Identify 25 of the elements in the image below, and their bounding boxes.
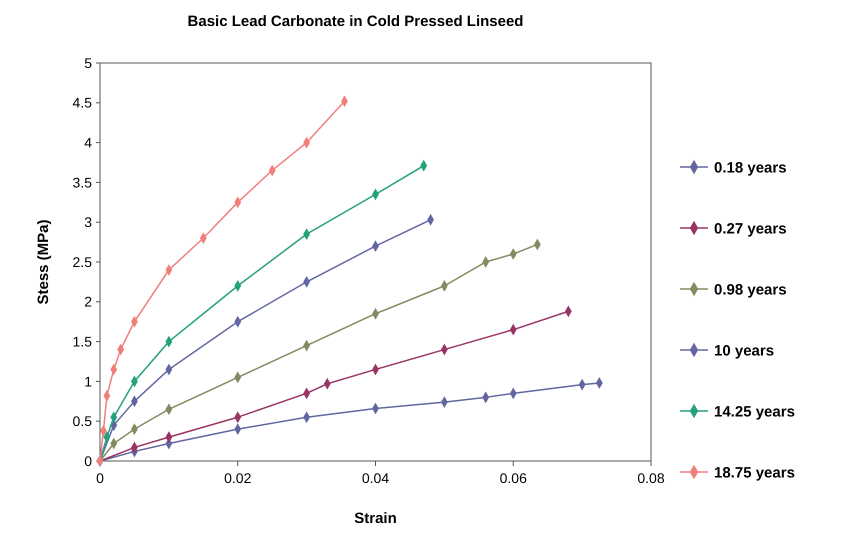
- legend-label: 0.18 years: [714, 159, 787, 176]
- legend-label: 10 years: [714, 342, 774, 360]
- legend-label: 14.25 years: [714, 403, 795, 420]
- x-tick-label: 0.08: [637, 470, 665, 486]
- y-tick-label: 4.5: [72, 94, 92, 111]
- legend-label: 0.27 years: [714, 220, 787, 238]
- x-tick-label: 0: [96, 470, 104, 486]
- x-tick-label: 0.04: [362, 470, 390, 486]
- y-axis-title: Stess (MPa): [35, 219, 52, 305]
- legend-label: 18.75 years: [714, 464, 795, 482]
- y-tick-label: 3: [84, 214, 92, 230]
- chart-title: Basic Lead Carbonate in Cold Pressed Linseed: [188, 13, 524, 30]
- x-axis-title: Strain: [354, 510, 397, 527]
- y-tick-label: 1.5: [72, 334, 92, 350]
- y-tick-label: 5: [84, 54, 92, 71]
- y-tick-label: 4: [84, 134, 92, 150]
- x-tick-label: 0.02: [224, 470, 252, 486]
- y-tick-label: 0.5: [72, 413, 92, 430]
- y-tick-label: 0: [84, 452, 92, 469]
- y-tick-label: 2: [84, 294, 92, 310]
- y-tick-label: 2.5: [72, 254, 92, 270]
- y-tick-label: 3.5: [72, 174, 92, 190]
- x-tick-label: 0.06: [500, 470, 528, 486]
- y-tick-label: 1: [84, 373, 92, 390]
- legend-label: 0.98 years: [714, 281, 787, 298]
